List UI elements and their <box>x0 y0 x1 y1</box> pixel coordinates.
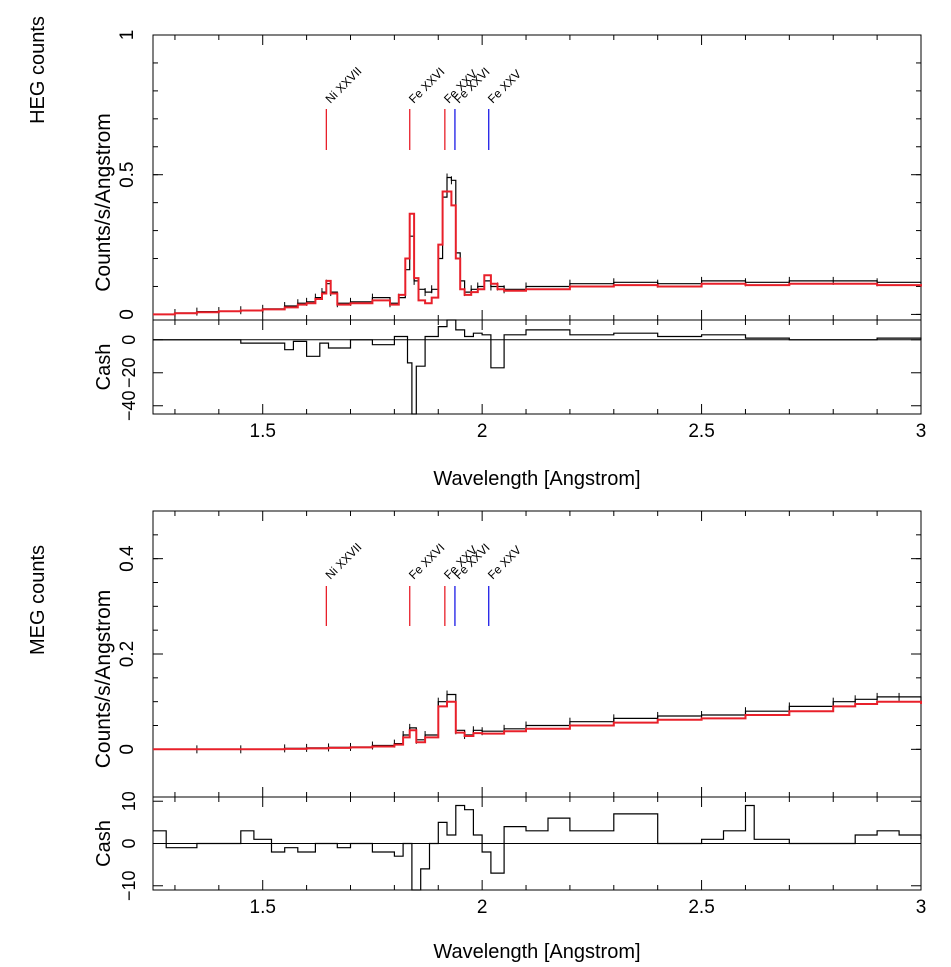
spectrum-frame <box>152 34 922 321</box>
line-id-label: Fe XXVI <box>406 65 447 106</box>
x-tick-label: 2 <box>477 897 488 918</box>
y-tick-label: 0 <box>117 309 138 320</box>
x-tick-label: 2.5 <box>688 421 714 442</box>
resid-y-tick-label: 0 <box>119 838 139 848</box>
panel-side-label: HEG counts <box>27 16 49 124</box>
x-tick-label: 3 <box>916 421 927 442</box>
y-tick-label: 0.4 <box>117 545 138 572</box>
resid-y-tick-label: 10 <box>119 791 139 811</box>
x-tick-label: 3 <box>916 897 927 918</box>
resid-y-tick-label: −10 <box>119 870 139 901</box>
x-axis-label: Wavelength [Angstrom] <box>433 468 640 490</box>
y-tick-label: 0.5 <box>117 161 138 187</box>
residual-label: Cash <box>93 344 115 391</box>
line-id-label: Fe XXVI <box>406 541 447 582</box>
y-tick-label: 0.2 <box>117 641 138 667</box>
y-tick-label: 1 <box>117 30 138 41</box>
panel-heg: 1.5 2 2.5 3 Wavelength [Angstrom] 0 0.5 1 Counts… <box>27 16 926 490</box>
model-spectrum-line <box>153 190 922 316</box>
panel-meg: 1.5 2 2.5 3 Wavelength [Angstrom] 0 0.2 0.4Coun… <box>27 510 927 963</box>
y-axis-label: Counts/s/Angstrom <box>92 590 115 769</box>
x-tick-label: 2 <box>477 421 488 442</box>
data-spectrum-line <box>153 693 922 750</box>
resid-y-tick-label: −20 <box>119 357 139 388</box>
resid-y-tick-label: 0 <box>119 335 139 345</box>
x-tick-label: 1.5 <box>250 421 276 442</box>
residual-line <box>153 804 922 891</box>
residual-line <box>153 319 922 415</box>
panel-side-label: MEG counts <box>27 545 49 655</box>
y-tick-label: 0 <box>117 744 138 755</box>
x-tick-label: 2.5 <box>688 897 714 918</box>
x-axis-label: Wavelength [Angstrom] <box>433 941 640 963</box>
line-id-label: Ni XXVII <box>323 64 365 106</box>
x-tick-label: 1.5 <box>250 897 276 918</box>
resid-y-tick-label: −40 <box>119 390 139 421</box>
spectrum-frame <box>152 510 922 798</box>
residual-label: Cash <box>93 820 115 867</box>
y-axis-label: Counts/s/Angstrom <box>92 113 115 292</box>
residual-frame <box>152 319 922 415</box>
line-id-label: Ni XXVII <box>323 540 365 582</box>
data-spectrum-line <box>153 176 922 315</box>
model-spectrum-line <box>153 700 922 751</box>
